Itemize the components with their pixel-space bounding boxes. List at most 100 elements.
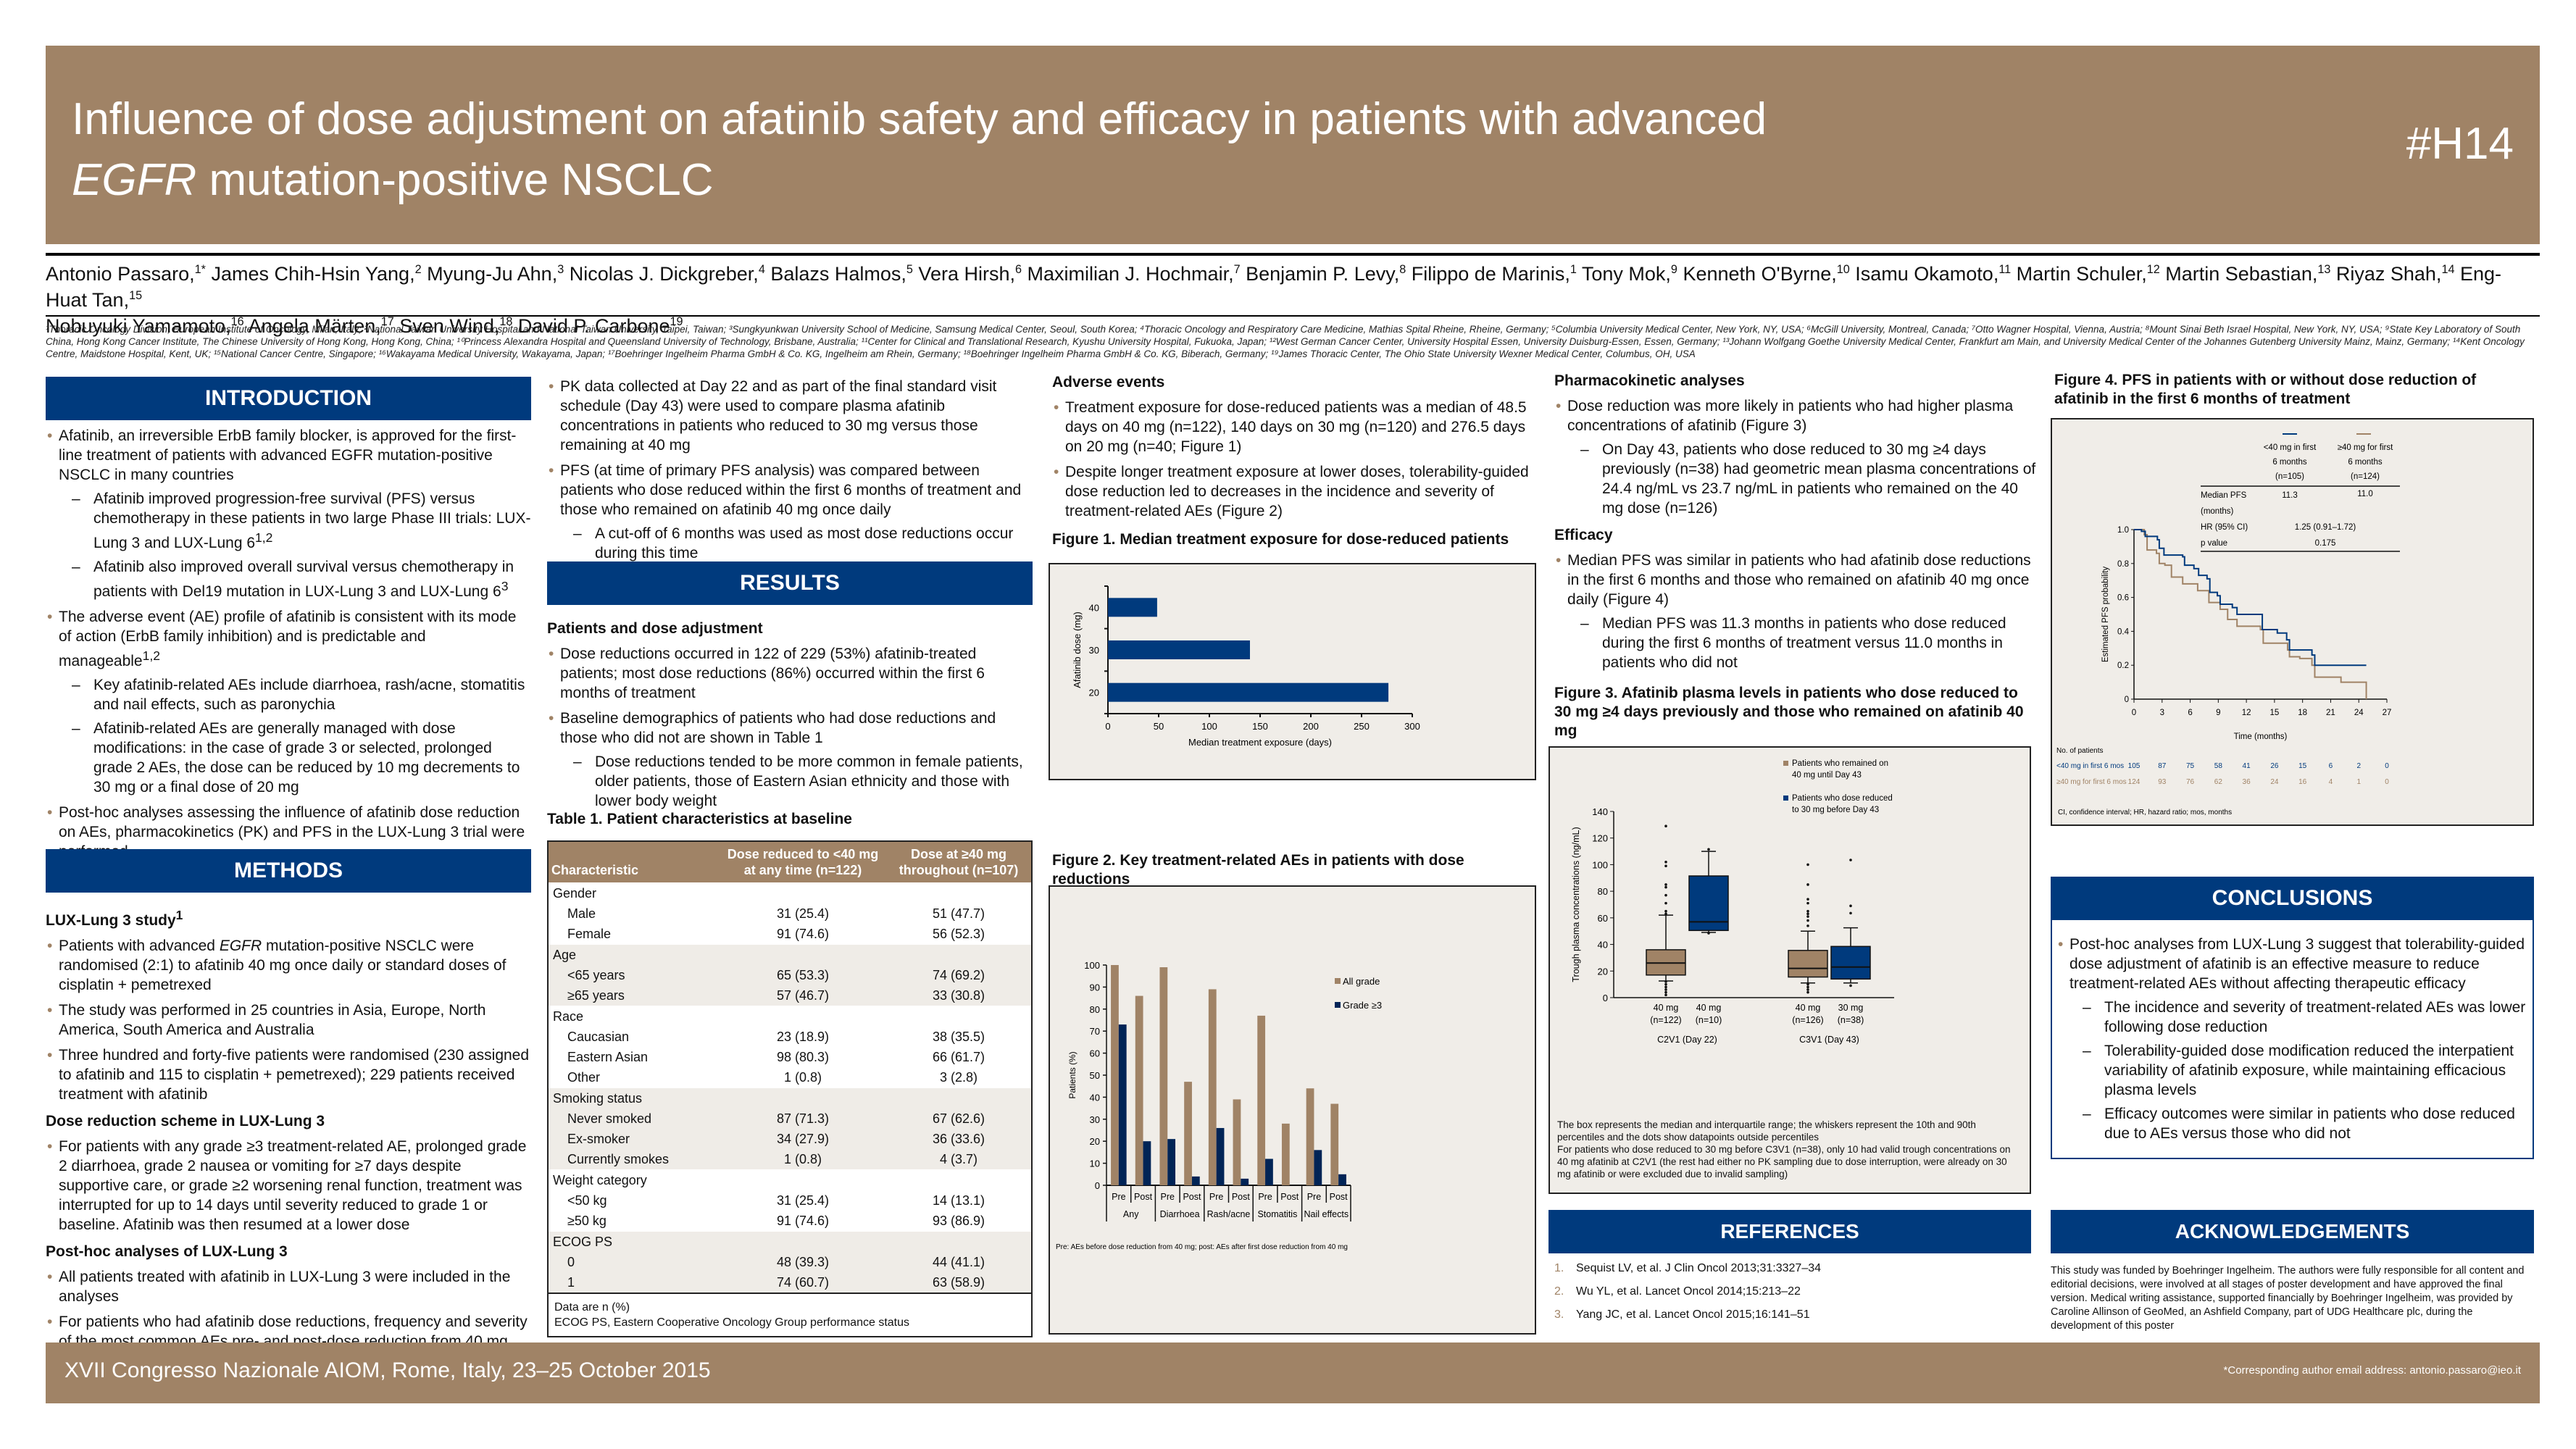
author-affiliation-sup: 7: [1233, 263, 1241, 276]
fig3-box-n: (n=122): [1650, 1015, 1681, 1025]
table1-cell: 93 (86.9): [932, 1214, 985, 1228]
fig4-at-risk-value: 4: [2329, 778, 2333, 786]
table1-row-label: Currently smokes: [567, 1152, 670, 1166]
fig2-subcategory-label: Post: [1280, 1192, 1299, 1202]
fig3-y-tick-label: 20: [1598, 966, 1608, 977]
fig2-bar: [1216, 1127, 1225, 1185]
fig3-legend-line: Patients who dose reduced: [1792, 794, 1893, 803]
reference-text: Sequist LV, et al. J Clin Oncol 2013;31:…: [1576, 1262, 1822, 1274]
intro-bullet-1: Afatinib, an irreversible ErbB family bl…: [46, 426, 531, 601]
table1-group-label: Age: [553, 948, 577, 962]
fig3-outlier: [1806, 863, 1809, 867]
fig4-y-tick-label: 0.6: [2117, 594, 2129, 603]
divider-top: [46, 253, 2540, 256]
fig4-table-header: (n=105): [2275, 472, 2304, 481]
fig4-at-risk-value: 87: [2158, 762, 2167, 770]
fig4-x-tick-label: 6: [2188, 709, 2192, 717]
table1-row-label: <65 years: [567, 968, 625, 982]
fig4-at-risk-value: 62: [2214, 778, 2223, 786]
table-row: <65 years 65 (53.3) 74 (69.2): [549, 965, 1031, 985]
fig3-y-tick-label: 140: [1592, 806, 1608, 817]
fig4-x-tick-label: 18: [2298, 709, 2307, 717]
table1-cell: 91 (74.6): [776, 927, 830, 941]
author-affiliation-sup: 12: [2146, 263, 2160, 276]
table-row: Male 31 (25.4) 51 (47.7): [549, 903, 1031, 924]
table1-cell: 34 (27.9): [776, 1132, 830, 1146]
fig2-bar: [1265, 1158, 1273, 1185]
fig1-x-tick-label: 300: [1404, 721, 1420, 732]
fig4-survival-curve: [2134, 529, 2367, 699]
fig4-table-header: <40 mg in first: [2264, 443, 2317, 452]
acknowledgements-text: This study was funded by Boehringer Inge…: [2051, 1265, 2525, 1332]
fig4-table-cell: 11.0: [2357, 490, 2373, 498]
fig4-at-risk-title: No. of patients: [2056, 747, 2103, 755]
fig3-outlier: [1664, 980, 1667, 983]
ae-subheading: Adverse events: [1052, 374, 1165, 391]
fig3-outlier: [1806, 919, 1809, 922]
methods-subheading-1: LUX-Lung 3 study1: [46, 908, 183, 929]
author: Balazs Halmos,5: [764, 263, 913, 285]
author-affiliation-sup: 4: [758, 263, 765, 276]
fig4-y-axis-label: Estimated PFS probability: [2101, 567, 2110, 663]
fig3-outlier: [1806, 883, 1809, 886]
fig3-legend-swatch: [1783, 761, 1788, 766]
fig2-subcategory-label: Pre: [1112, 1192, 1126, 1202]
table1-group: Gender Male 31 (25.4) 51 (47.7) Female 91 (74…: [549, 882, 1031, 945]
fig3-outlier: [1664, 985, 1667, 989]
fig4-table-cell: 1.25 (0.91–1.72): [2295, 523, 2356, 532]
table-row: ≥65 years 57 (46.7) 33 (30.8): [549, 985, 1031, 1006]
fig3-outlier: [1664, 860, 1667, 864]
author: Antonio Passaro,1*: [46, 263, 206, 285]
author: Riyaz Shah,14: [2330, 263, 2455, 285]
reference-text: Yang JC, et al. Lancet Oncol 2015;16:141…: [1576, 1308, 1810, 1321]
fig3-box-label: 30 mg: [1838, 1003, 1864, 1013]
table1-row-label: Ex-smoker: [567, 1132, 630, 1146]
author-affiliation-sup: 8: [1399, 263, 1406, 276]
fig2-footnote: Pre: AEs before dose reduction from 40 m…: [1056, 1243, 1348, 1251]
table1-group-label: Gender: [553, 886, 597, 901]
fig2-subcategory-label: Pre: [1161, 1192, 1175, 1202]
methods-bullet-5: All patients treated with afatinib in LU…: [46, 1267, 531, 1306]
fig2-subcategory-label: Pre: [1209, 1192, 1224, 1202]
author: Martin Schuler,12: [2011, 263, 2160, 285]
fig2-bar: [1191, 1176, 1200, 1185]
table1-cell: 74 (69.2): [932, 968, 985, 982]
fig2-bar: [1330, 1103, 1339, 1185]
fig2-bar: [1241, 1178, 1249, 1185]
author: Myung-Ju Ahn,3: [421, 263, 564, 285]
table1-group: Smoking status Never smoked 87 (71.3) 67 (6…: [549, 1087, 1031, 1170]
fig3-footnote: The box represents the median and interq…: [1557, 1119, 2021, 1180]
fig4-at-risk-value: 93: [2158, 778, 2167, 786]
table-row: <50 kg 31 (25.4) 14 (13.1): [549, 1190, 1031, 1211]
fig2-subcategory-label: Post: [1330, 1192, 1349, 1202]
methods-heading: METHODS: [46, 849, 531, 893]
table1-cell: 56 (52.3): [932, 927, 985, 941]
fig3-box: [1788, 950, 1828, 978]
author-affiliation-sup: 1*: [194, 263, 206, 276]
fig4-at-risk-value: 75: [2186, 762, 2195, 770]
fig3-outlier: [1664, 982, 1667, 986]
fig4-at-risk-value: 76: [2186, 778, 2195, 786]
fig3-y-tick-label: 40: [1598, 940, 1608, 951]
author-affiliation-sup: 17: [380, 315, 394, 328]
fig2-bar: [1167, 1139, 1176, 1185]
pk-subheading: Pharmacokinetic analyses: [1554, 372, 1745, 389]
fig2-y-tick-label: 70: [1090, 1026, 1100, 1037]
author-affiliation-sup: 18: [499, 315, 513, 328]
table1-cell: 1 (0.8): [783, 1152, 822, 1166]
fig4-y-tick-label: 0.4: [2117, 627, 2130, 636]
fig4-at-risk-value: 24: [2270, 778, 2279, 786]
efficacy-bullet-1: Median PFS was similar in patients who h…: [1554, 551, 2040, 672]
author: Eng-Huat Tan,15: [46, 263, 2501, 311]
affiliations: ¹Thoracic Oncology Division, European In…: [46, 324, 2525, 359]
table1-cell: 14 (13.1): [932, 1193, 985, 1208]
methods-continued-list: PK data collected at Day 22 and as part …: [547, 377, 1033, 563]
fig3-y-axis-label: Trough plasma concentrations (ng/mL): [1571, 827, 1581, 982]
fig4-table-header: 6 months: [2348, 458, 2383, 467]
fig3-box-n: (n=10): [1696, 1015, 1722, 1025]
fig3-legend-swatch: [1783, 796, 1788, 801]
acknowledgements-heading: ACKNOWLEDGEMENTS: [2051, 1210, 2534, 1253]
fig2-y-tick-label: 40: [1090, 1092, 1100, 1103]
fig4-at-risk-label: ≥40 mg for first 6 mos: [2056, 778, 2127, 786]
table1-cell: 31 (25.4): [776, 1193, 830, 1208]
